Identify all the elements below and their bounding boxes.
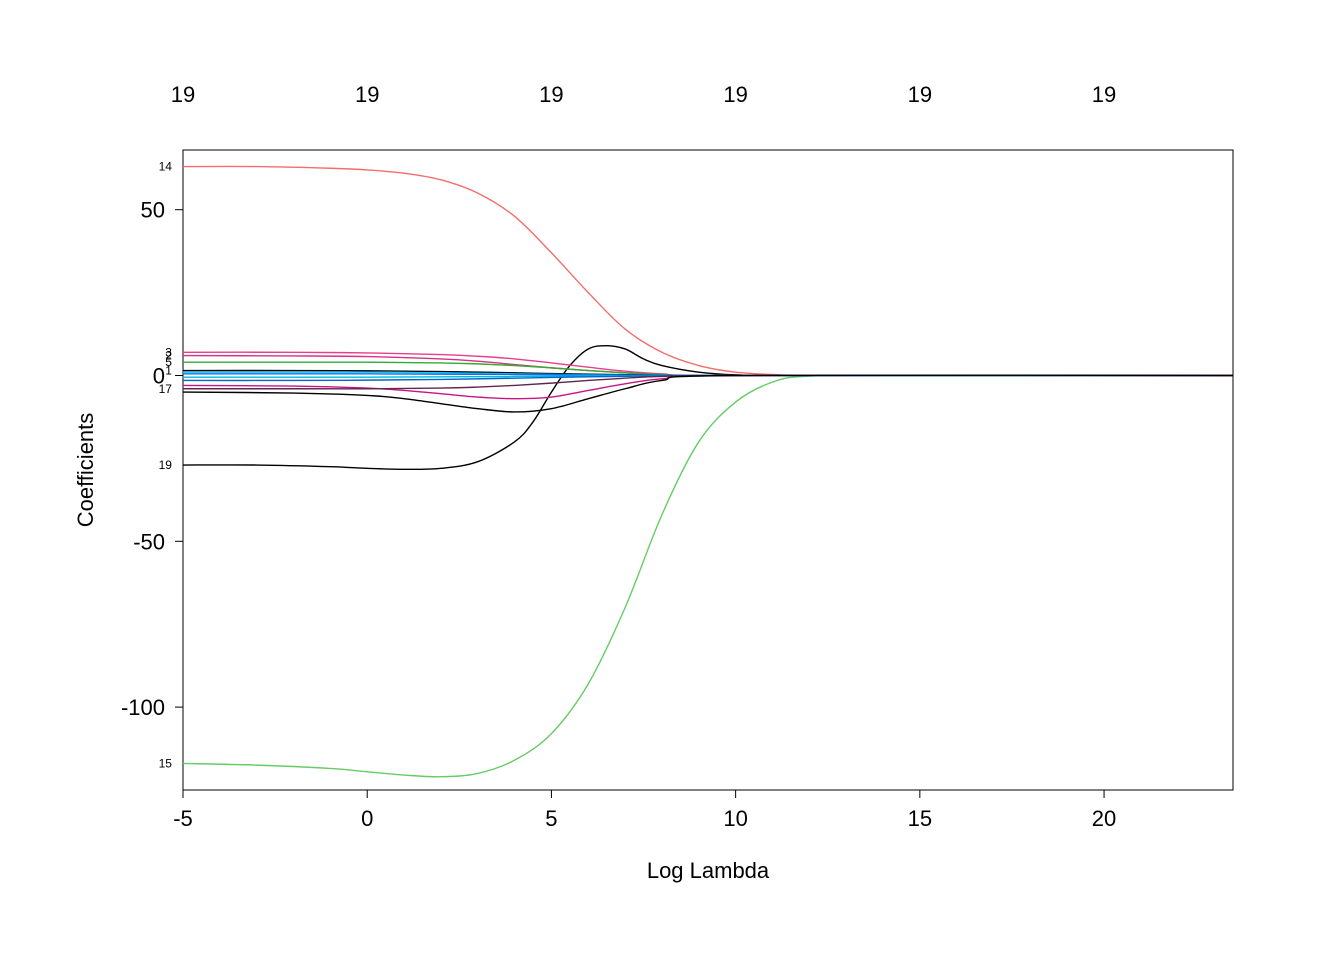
x-tick-label: 20 (1092, 806, 1116, 831)
plot-box (183, 150, 1233, 790)
series-line-15 (183, 375, 1233, 776)
y-axis-title: Coefficients (73, 413, 98, 528)
y-tick-label: -100 (121, 695, 165, 720)
top-axis-label: 19 (539, 82, 563, 107)
top-axis-label: 19 (355, 82, 379, 107)
x-tick-label: 15 (908, 806, 932, 831)
series-line-14 (183, 166, 1233, 375)
series-label-15: 15 (159, 756, 173, 770)
series-label-c1: 1 (165, 364, 172, 378)
chart-svg: -505101520191919191919-100-50050Log Lamb… (0, 0, 1344, 960)
series-line-c4 (183, 375, 1233, 398)
y-tick-label: -50 (133, 529, 165, 554)
series-line-19 (183, 346, 1233, 470)
top-axis-label: 19 (723, 82, 747, 107)
series-label-14: 14 (159, 160, 173, 174)
x-tick-label: 10 (723, 806, 747, 831)
x-tick-label: 5 (545, 806, 557, 831)
top-axis-label: 19 (908, 82, 932, 107)
y-tick-label: 50 (141, 198, 165, 223)
series-label-c10: 17 (159, 382, 173, 396)
x-tick-label: 0 (361, 806, 373, 831)
x-axis-title: Log Lambda (647, 858, 770, 883)
top-axis-label: 19 (1092, 82, 1116, 107)
coefficient-path-chart: -505101520191919191919-100-50050Log Lamb… (0, 0, 1344, 960)
x-tick-label: -5 (173, 806, 193, 831)
top-axis-label: 19 (171, 82, 195, 107)
series-label-19: 19 (159, 458, 173, 472)
